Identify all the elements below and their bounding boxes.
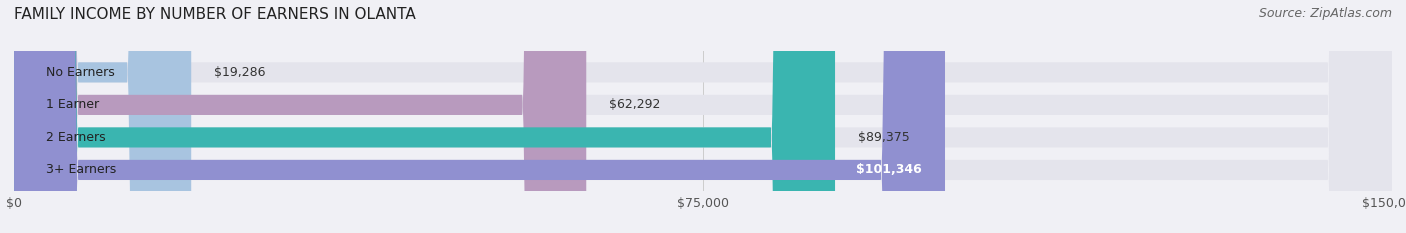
FancyBboxPatch shape xyxy=(14,0,835,233)
Text: $19,286: $19,286 xyxy=(214,66,266,79)
Text: 1 Earner: 1 Earner xyxy=(46,98,100,111)
Text: $89,375: $89,375 xyxy=(858,131,910,144)
FancyBboxPatch shape xyxy=(14,0,1392,233)
FancyBboxPatch shape xyxy=(14,0,1392,233)
Text: No Earners: No Earners xyxy=(46,66,115,79)
FancyBboxPatch shape xyxy=(14,0,586,233)
FancyBboxPatch shape xyxy=(14,0,1392,233)
Text: $101,346: $101,346 xyxy=(856,163,922,176)
FancyBboxPatch shape xyxy=(14,0,1392,233)
FancyBboxPatch shape xyxy=(14,0,191,233)
Text: $62,292: $62,292 xyxy=(609,98,661,111)
FancyBboxPatch shape xyxy=(14,0,945,233)
Text: Source: ZipAtlas.com: Source: ZipAtlas.com xyxy=(1258,7,1392,20)
Text: 3+ Earners: 3+ Earners xyxy=(46,163,117,176)
Text: FAMILY INCOME BY NUMBER OF EARNERS IN OLANTA: FAMILY INCOME BY NUMBER OF EARNERS IN OL… xyxy=(14,7,416,22)
Text: 2 Earners: 2 Earners xyxy=(46,131,105,144)
